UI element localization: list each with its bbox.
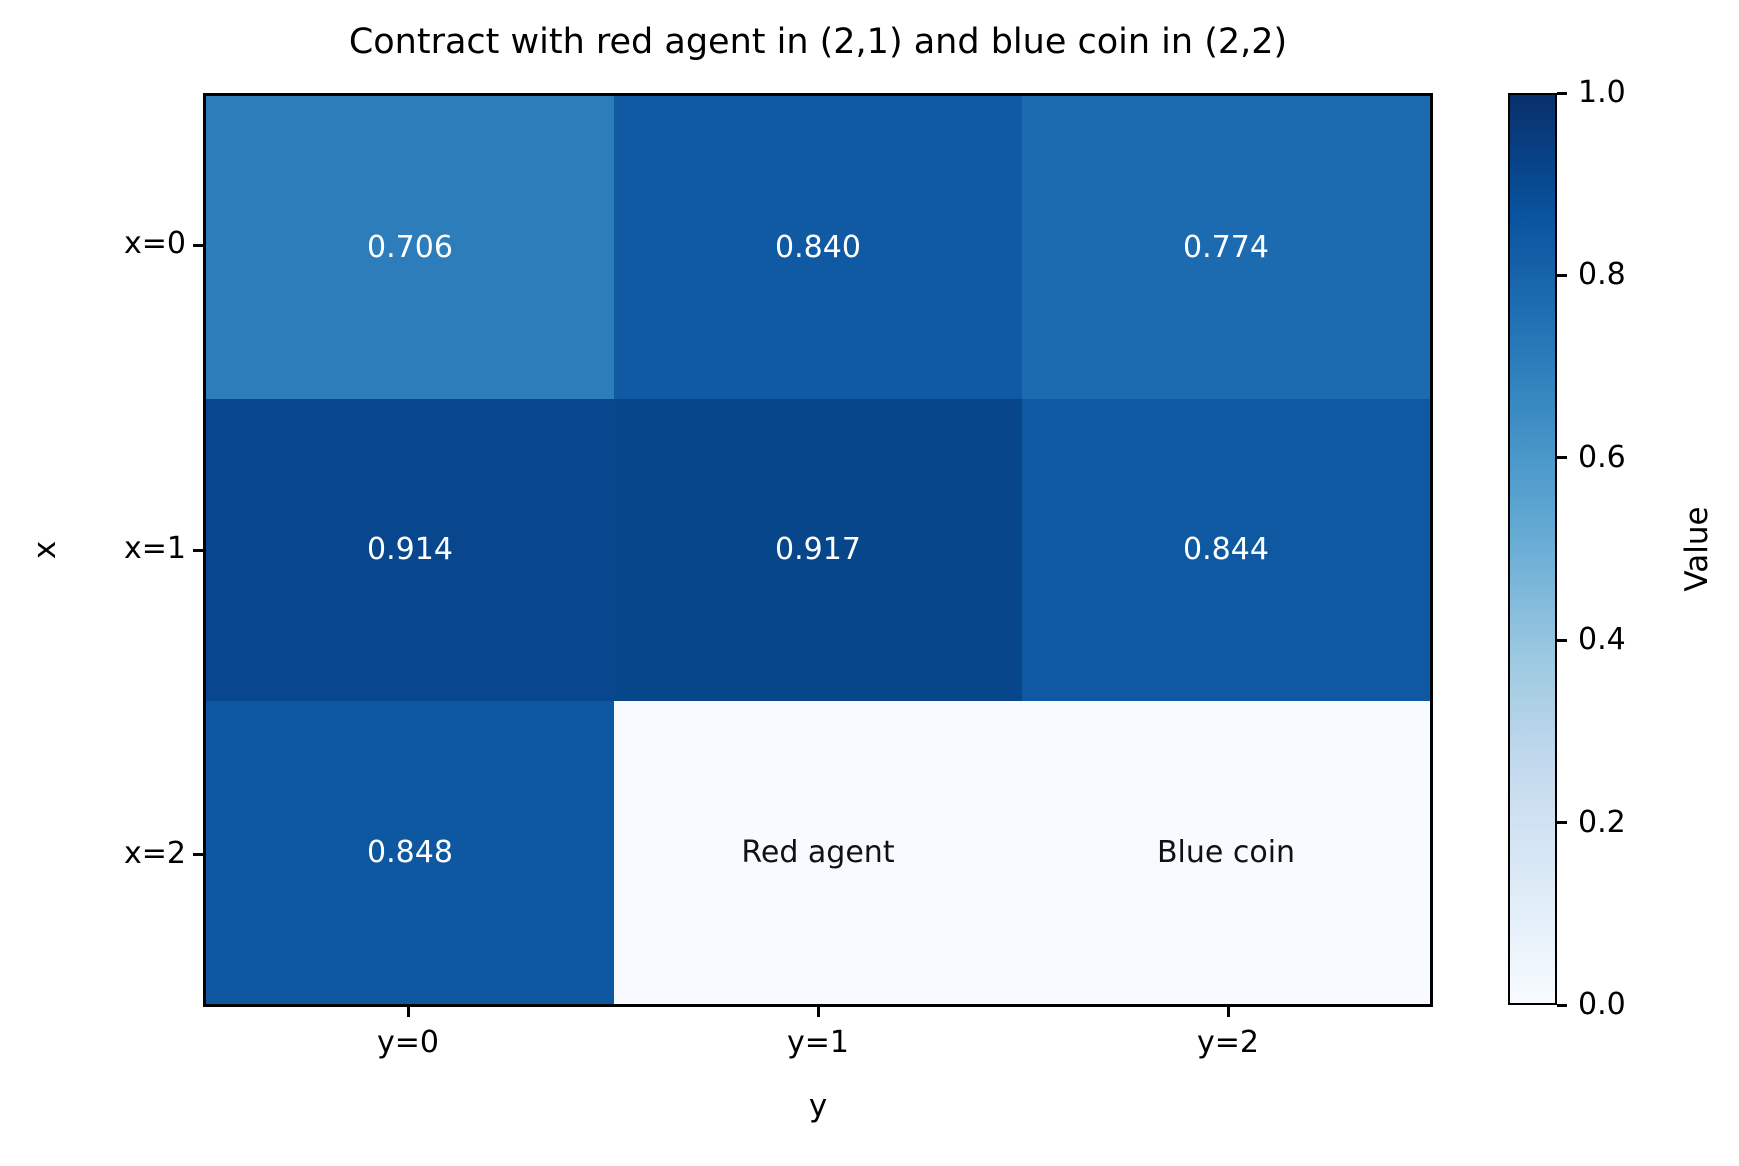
colorbar-tick-label: 1.0	[1578, 74, 1626, 110]
x-tick-mark	[816, 1007, 820, 1017]
cell-value: Red agent	[741, 835, 895, 871]
y-tick-mark	[193, 853, 203, 857]
y-tick-label: x=2	[124, 835, 186, 871]
cell-value: 0.914	[367, 532, 453, 568]
y-tick-mark	[193, 243, 203, 247]
heatmap-cell: 0.706	[206, 96, 614, 399]
chart-title: Contract with red agent in (2,1) and blu…	[348, 22, 1288, 62]
colorbar-tick-label: 0.8	[1578, 257, 1626, 293]
colorbar-tick-mark	[1557, 91, 1567, 95]
heatmap-cell: 0.917	[614, 398, 1022, 702]
x-tick-label: y=2	[1197, 1025, 1259, 1060]
colorbar-tick-label: 0.2	[1578, 804, 1626, 840]
colorbar-tick-mark	[1557, 273, 1567, 277]
cell-value: 0.917	[775, 532, 861, 568]
colorbar-label: Value	[1679, 506, 1715, 592]
cell-value: 0.848	[367, 835, 453, 871]
colorbar-tick-mark	[1557, 456, 1567, 460]
colorbar-tick-mark	[1557, 1003, 1567, 1007]
heatmap-cell: 0.848	[206, 701, 614, 1004]
colorbar-tick-label: 0.4	[1578, 621, 1626, 657]
heatmap-cell: 0.914	[206, 398, 614, 702]
x-tick-label: y=1	[787, 1025, 849, 1060]
heatmap-cell: 0.774	[1022, 96, 1430, 399]
y-tick-label: x=1	[124, 531, 186, 567]
cell-value: 0.840	[775, 229, 861, 265]
heatmap-cell: 0.840	[614, 96, 1022, 399]
x-axis-label: y	[808, 1088, 828, 1124]
colorbar-tick-label: 0.6	[1578, 439, 1626, 475]
x-tick-label: y=0	[377, 1025, 439, 1060]
heatmap-cell: 0.844	[1022, 398, 1430, 702]
cell-value: 0.706	[367, 229, 453, 265]
colorbar-tick-mark	[1557, 638, 1567, 642]
colorbar-tick-mark	[1557, 821, 1567, 825]
cell-value: 0.774	[1183, 229, 1269, 265]
x-tick-mark	[1226, 1007, 1230, 1017]
y-tick-label: x=0	[124, 226, 186, 262]
colorbar	[1508, 93, 1557, 1005]
colorbar-tick-label: 0.0	[1578, 986, 1626, 1022]
cell-value: Blue coin	[1156, 835, 1296, 871]
x-tick-mark	[406, 1007, 410, 1017]
heatmap-cell: Red agent	[614, 701, 1022, 1004]
y-tick-mark	[193, 548, 203, 552]
cell-value: 0.844	[1183, 532, 1269, 568]
y-axis-label: x	[27, 540, 63, 560]
heatmap-cell: Blue coin	[1022, 701, 1430, 1004]
heatmap-axes: 0.706 0.840 0.774 0.914 0.917 0.844 0.848 Red a…	[203, 93, 1433, 1007]
